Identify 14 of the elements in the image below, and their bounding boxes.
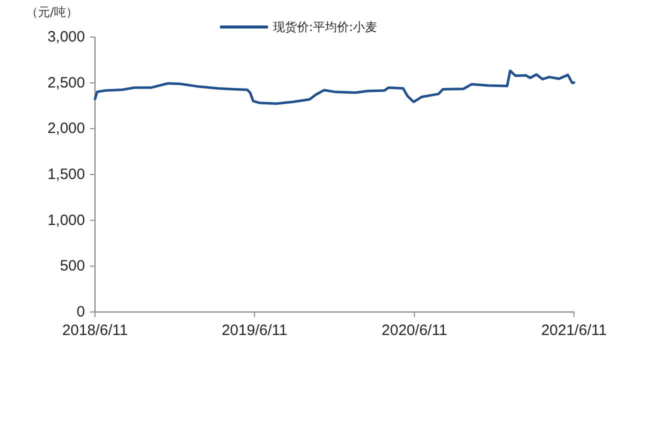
x-tick-label: 2020/6/11 bbox=[382, 322, 448, 339]
x-tick-label: 2018/6/11 bbox=[62, 322, 128, 339]
x-tick-label: 2021/6/11 bbox=[541, 322, 607, 339]
legend-label: 现货价:平均价:小麦 bbox=[273, 20, 378, 34]
y-tick-label: 0 bbox=[76, 304, 85, 320]
y-tick-label: 500 bbox=[60, 258, 85, 275]
legend: 现货价:平均价:小麦 bbox=[220, 20, 378, 34]
y-tick-label: 3,000 bbox=[47, 28, 85, 46]
y-tick-label: 2,500 bbox=[47, 74, 85, 92]
y-tick-label: 2,000 bbox=[47, 120, 85, 138]
y-axis-title: （元/吨） bbox=[26, 5, 78, 19]
y-tick-label: 1,000 bbox=[47, 212, 85, 229]
y-tick-label: 1,500 bbox=[47, 166, 85, 183]
x-tick-label: 2019/6/11 bbox=[222, 322, 288, 339]
